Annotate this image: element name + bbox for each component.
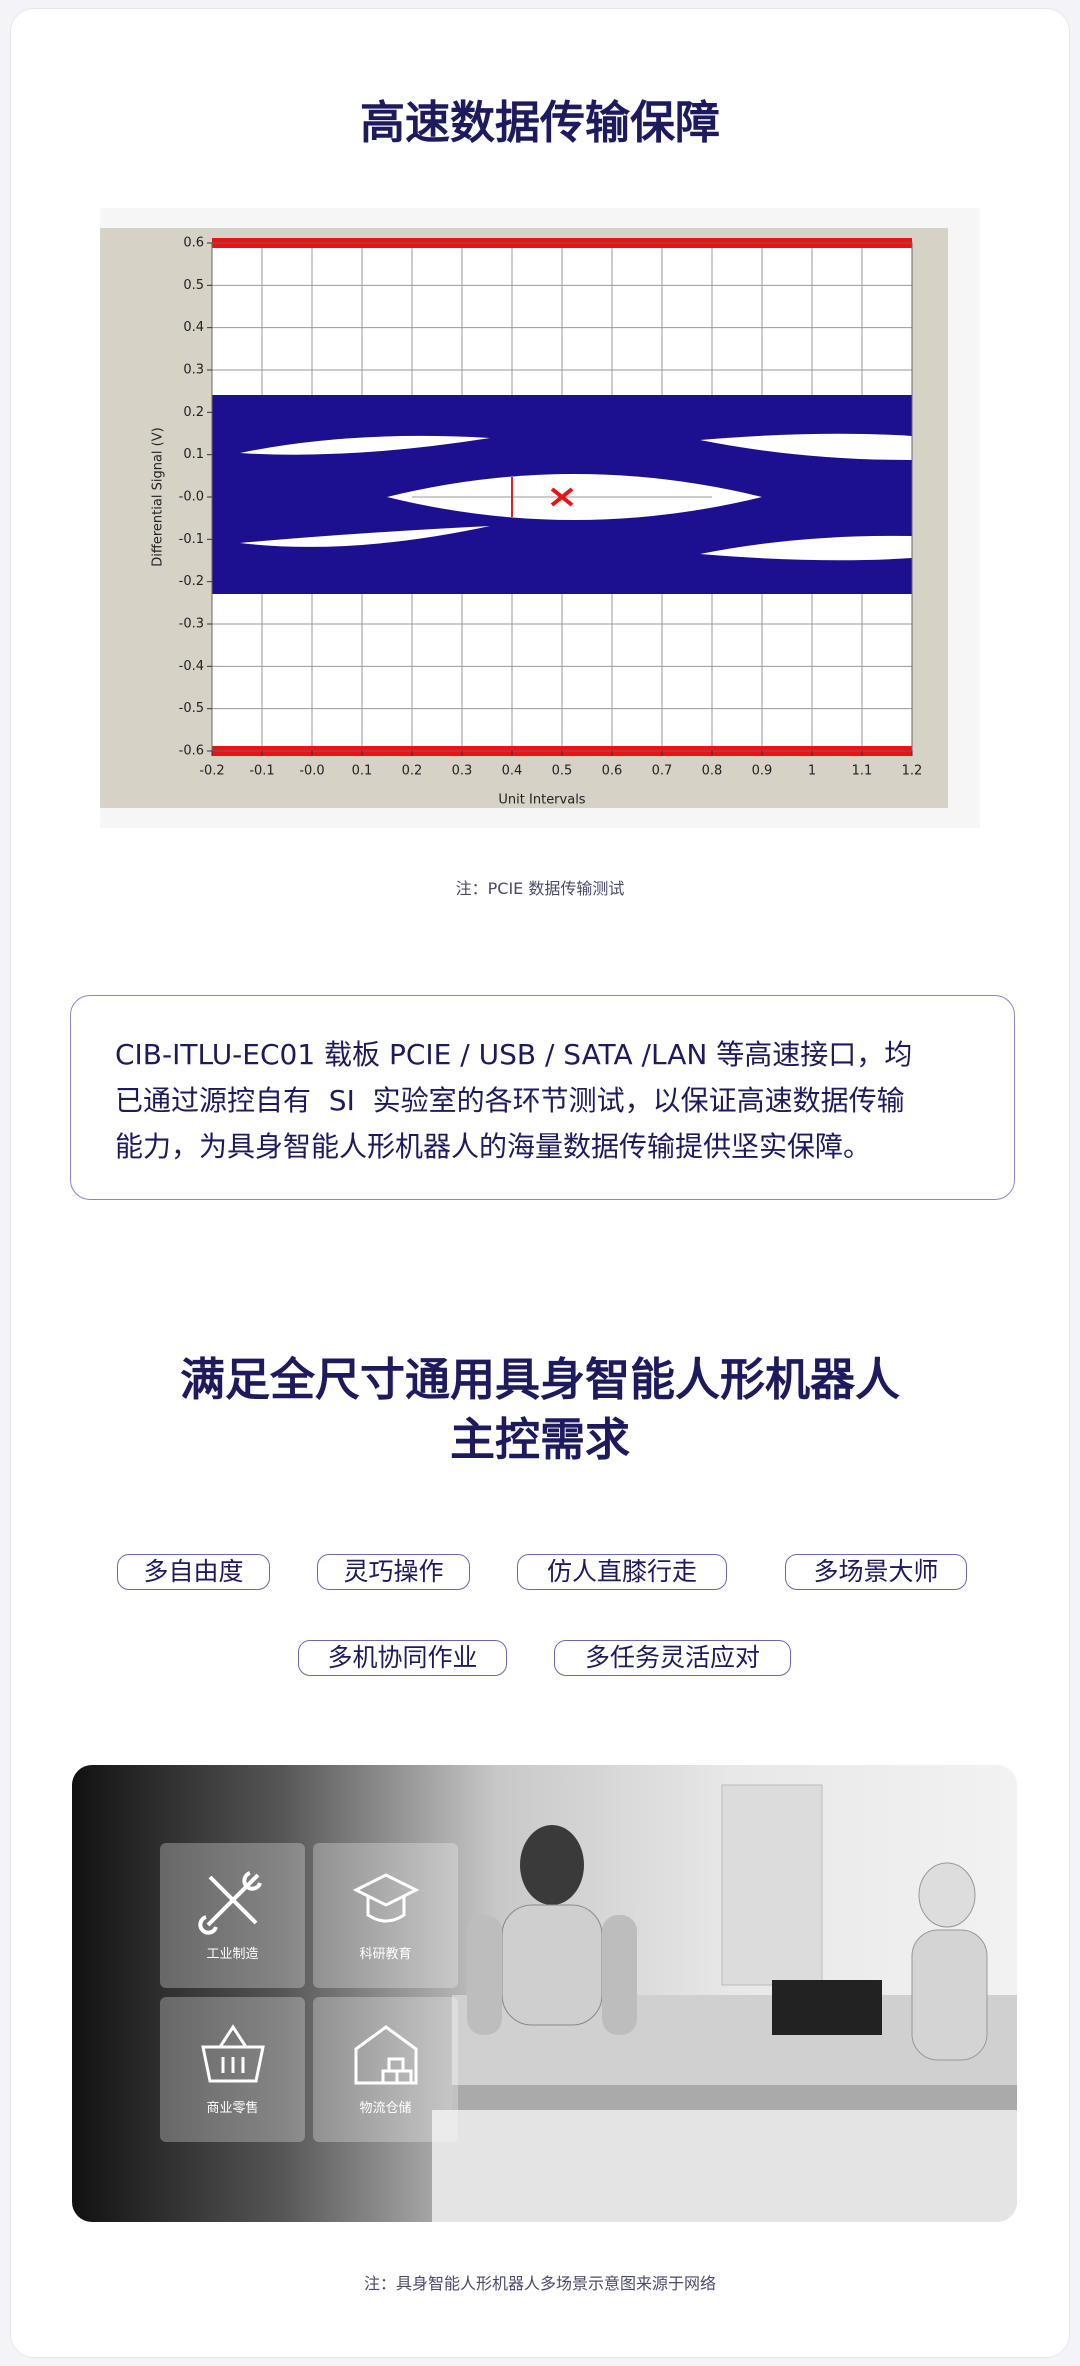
y-tick-label: -0.6	[179, 744, 204, 759]
x-axis-label: Unit Intervals	[498, 793, 585, 808]
x-tick-label: 0.6	[602, 764, 623, 779]
x-tick-label: 0.5	[552, 764, 573, 779]
feature-tag: 多任务灵活应对	[554, 1640, 791, 1676]
y-tick-label: 0.6	[183, 236, 204, 251]
section-title: 高速数据传输保障	[359, 96, 720, 149]
y-tick-label: 0.1	[183, 447, 204, 462]
x-tick-label: 0.8	[702, 764, 723, 779]
y-tick-label: 0.5	[183, 278, 204, 293]
heading-line: 主控需求	[449, 1413, 630, 1466]
description-line: 能力，为具身智能人形机器人的海量数据传输提供坚实保障。	[115, 1130, 872, 1163]
feature-tag: 灵巧操作	[317, 1554, 470, 1590]
eye-diagram: Unit Intervals Differential Signal (V) 0…	[100, 208, 980, 828]
figure-caption: 注：PCIE 数据传输测试	[455, 879, 625, 898]
x-tick-label: 0.9	[752, 764, 773, 779]
y-tick-label: 0.3	[183, 363, 204, 378]
y-tick-label: 0.4	[183, 320, 204, 335]
y-tick-label: -0.5	[179, 701, 204, 716]
center-marker	[550, 487, 574, 507]
x-tick-label: -0.1	[249, 764, 274, 779]
x-tick-label: 1.1	[852, 764, 873, 779]
y-tick-label: -0.3	[179, 617, 204, 632]
y-tick-label: -0.4	[179, 659, 204, 674]
x-tick-label: 0.3	[452, 764, 473, 779]
scene-tile: 工业制造	[160, 1843, 305, 1988]
scene-illustration	[432, 1784, 1017, 2222]
scene-tile: 科研教育	[313, 1843, 458, 1988]
y-tick-label: -0.1	[179, 532, 204, 547]
x-tick-label: -0.0	[299, 764, 324, 779]
x-tick-label: 1	[808, 764, 816, 779]
y-axis-label: Differential Signal (V)	[151, 427, 166, 566]
scene-caption: 注：具身智能人形机器人多场景示意图来源于网络	[363, 2274, 716, 2293]
x-tick-label: -0.2	[199, 764, 224, 779]
feature-tag: 仿人直膝行走	[517, 1554, 727, 1590]
description-line: CIB-ITLU-EC01 载板 PCIE / USB / SATA /LAN …	[115, 1038, 913, 1071]
tile-label: 工业制造	[206, 1947, 259, 1962]
scene-image: 工业制造 科研教育 商业零售 物流仓储	[72, 1765, 1017, 2222]
tile-label: 商业零售	[206, 2101, 259, 2116]
feature-tag: 多场景大师	[785, 1554, 967, 1590]
x-tick-label: 0.4	[502, 764, 523, 779]
scene-tile: 商业零售	[160, 1997, 305, 2142]
tile-label: 物流仓储	[359, 2101, 412, 2116]
feature-tag: 多自由度	[117, 1554, 270, 1590]
y-tick-label: 0.2	[183, 405, 204, 420]
description: CIB-ITLU-EC01 载板 PCIE / USB / SATA /LAN …	[70, 995, 1015, 1200]
x-tick-label: 1.2	[902, 764, 923, 779]
x-tick-label: 0.2	[402, 764, 423, 779]
y-tick-label: -0.2	[179, 574, 204, 589]
x-tick-label: 0.7	[652, 764, 673, 779]
description-line: 已通过源控自有 SI 实验室的各环节测试，以保证高速数据传输	[115, 1084, 905, 1117]
tile-label: 科研教育	[359, 1947, 412, 1962]
scene-tile: 物流仓储	[313, 1997, 458, 2142]
y-tick-label: -0.0	[179, 490, 204, 505]
heading-line: 满足全尺寸通用具身智能人形机器人	[179, 1353, 900, 1406]
x-tick-label: 0.1	[352, 764, 373, 779]
feature-tag: 多机协同作业	[298, 1640, 507, 1676]
